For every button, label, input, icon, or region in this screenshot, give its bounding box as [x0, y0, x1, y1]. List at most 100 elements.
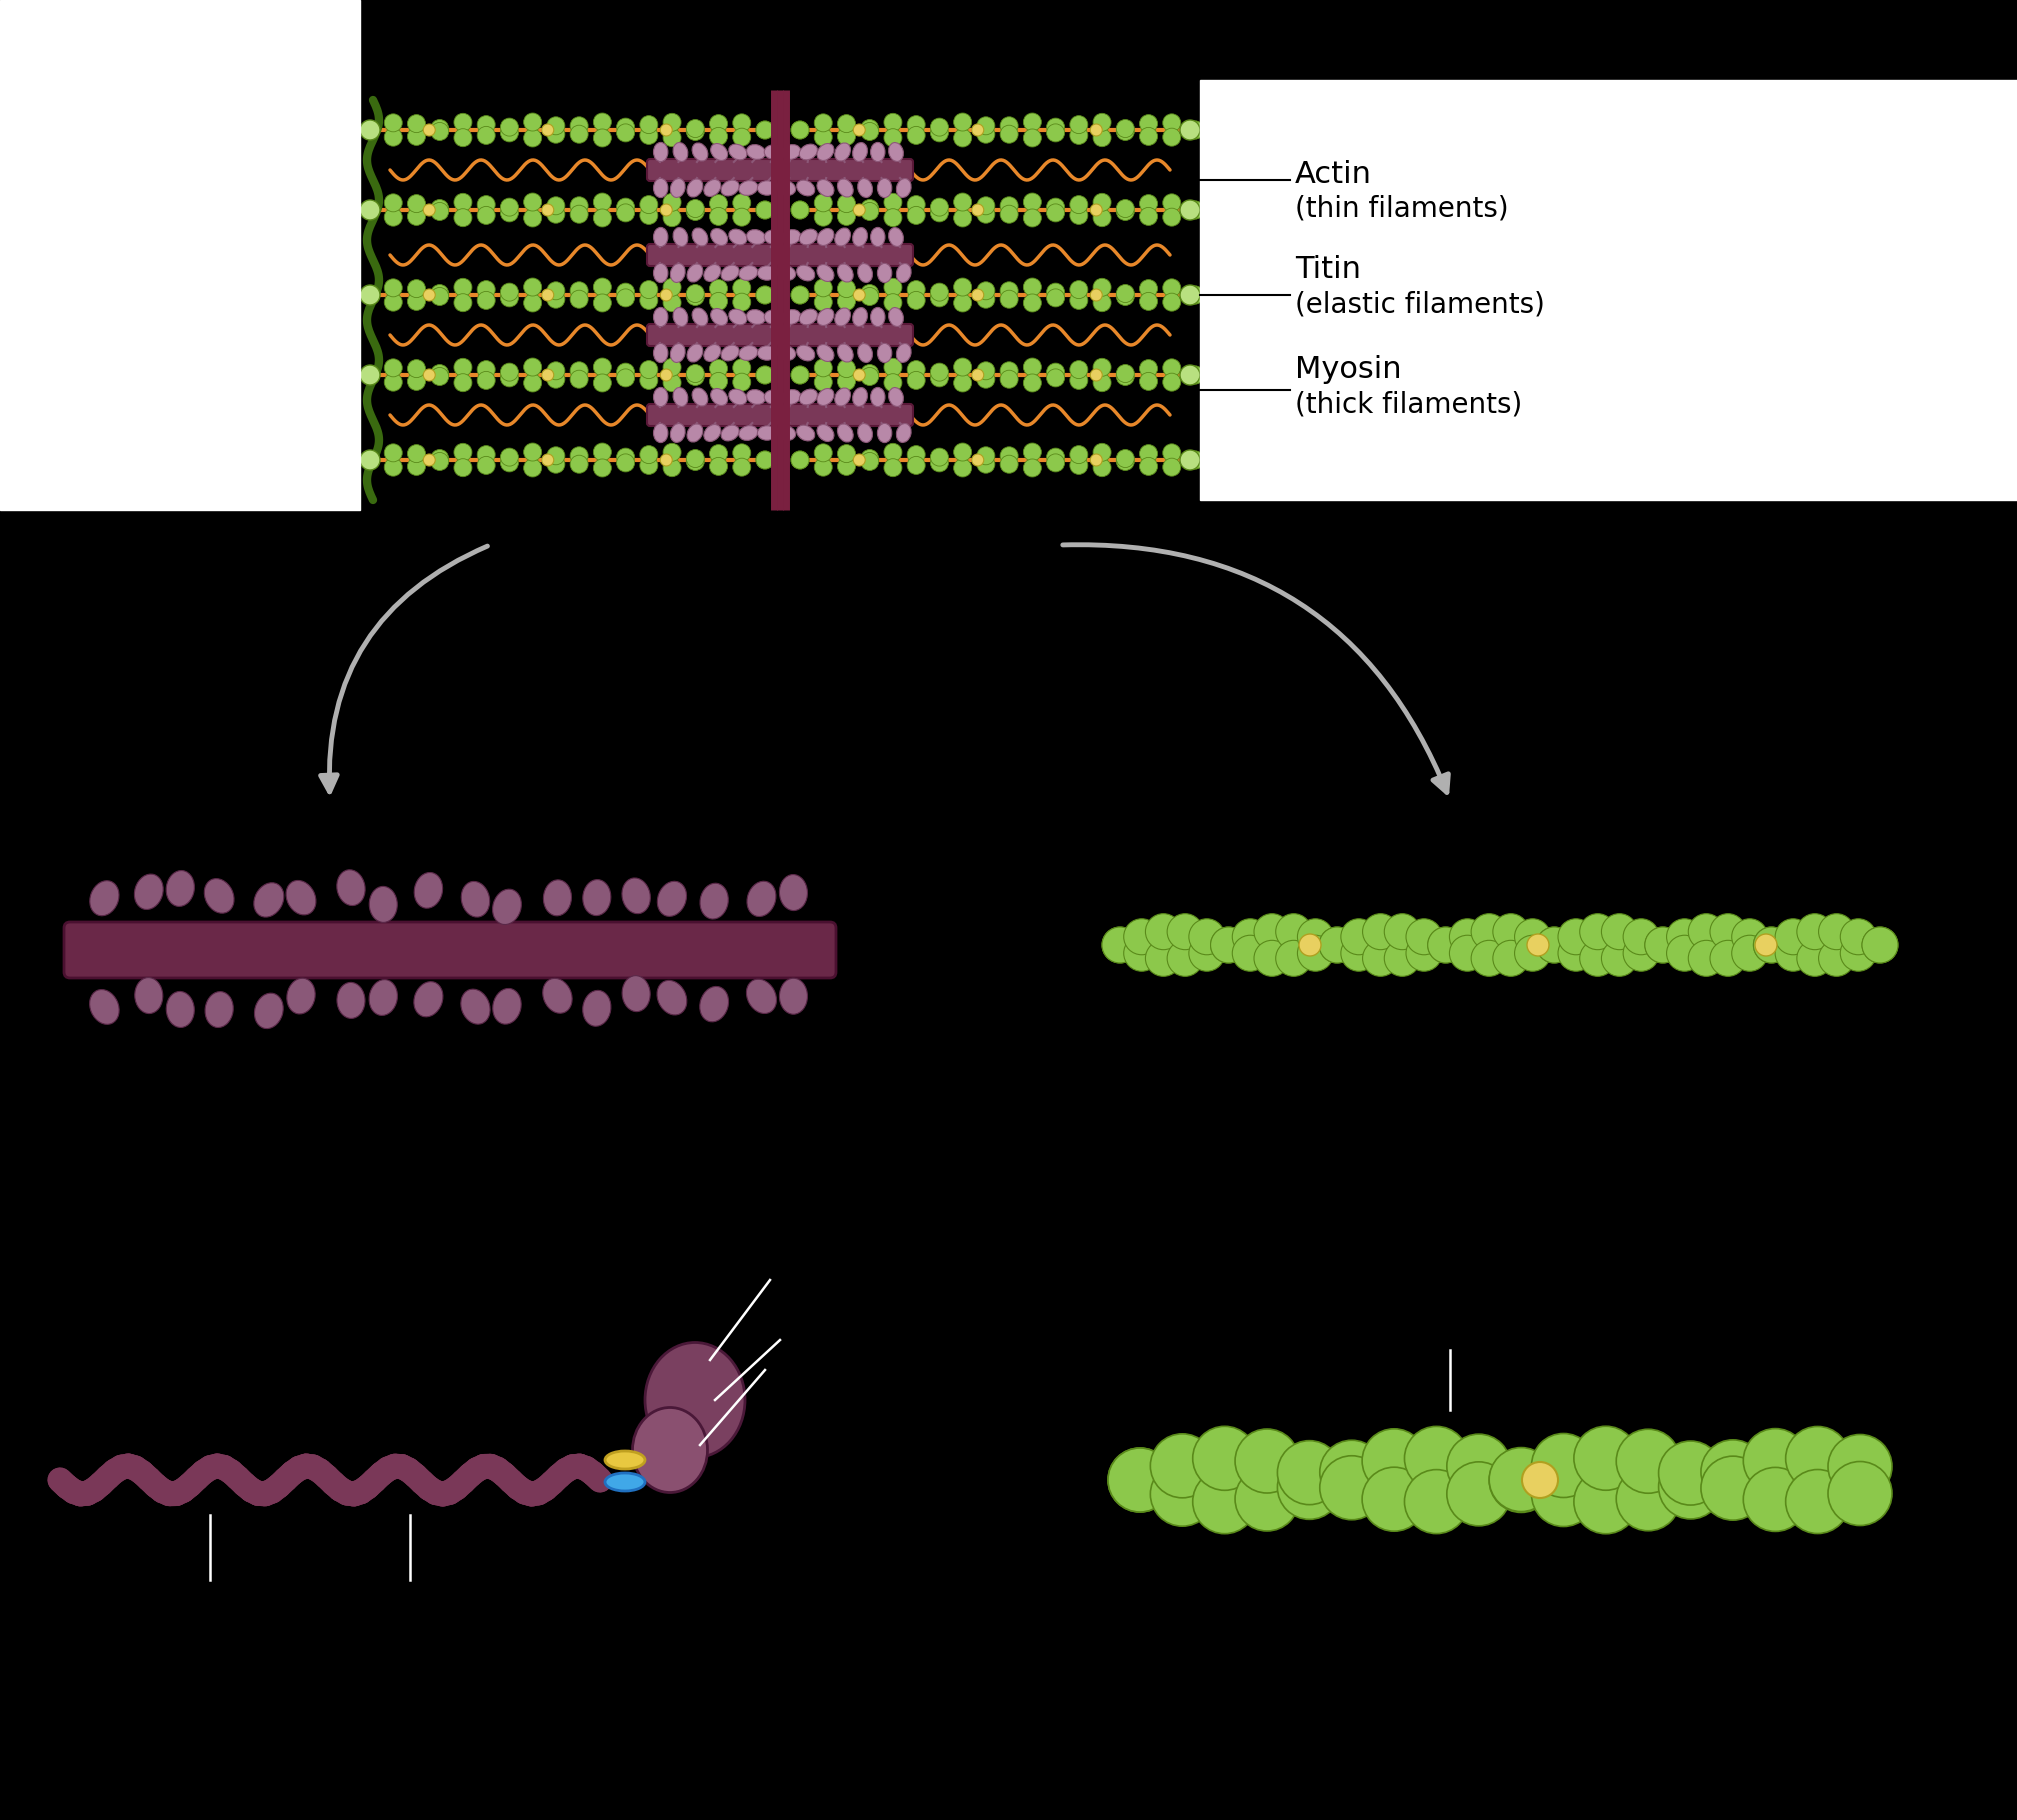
Circle shape: [1140, 373, 1158, 389]
Circle shape: [1515, 919, 1551, 956]
Circle shape: [861, 453, 879, 470]
Circle shape: [1297, 919, 1333, 956]
Circle shape: [1255, 941, 1291, 976]
Circle shape: [407, 127, 426, 146]
Circle shape: [500, 448, 518, 466]
Circle shape: [593, 459, 611, 477]
Circle shape: [1023, 129, 1041, 147]
Ellipse shape: [658, 981, 686, 1016]
Circle shape: [686, 364, 704, 382]
Circle shape: [972, 453, 984, 466]
Circle shape: [543, 289, 555, 300]
Circle shape: [1000, 369, 1019, 388]
Circle shape: [756, 200, 775, 218]
Ellipse shape: [738, 180, 758, 195]
Circle shape: [1188, 919, 1224, 956]
Circle shape: [908, 280, 926, 298]
Circle shape: [815, 207, 833, 226]
Ellipse shape: [797, 266, 815, 280]
Circle shape: [1489, 1447, 1553, 1512]
Circle shape: [1115, 288, 1134, 306]
Ellipse shape: [369, 979, 397, 1016]
Ellipse shape: [710, 388, 728, 406]
Ellipse shape: [889, 308, 904, 326]
Circle shape: [454, 444, 472, 460]
Circle shape: [361, 200, 379, 218]
Circle shape: [432, 284, 448, 302]
Circle shape: [1162, 207, 1180, 226]
Circle shape: [500, 364, 518, 380]
Circle shape: [815, 195, 833, 211]
Ellipse shape: [670, 344, 686, 362]
Circle shape: [1210, 926, 1247, 963]
Circle shape: [543, 369, 555, 380]
Circle shape: [883, 278, 902, 297]
Ellipse shape: [746, 229, 766, 244]
Circle shape: [1404, 1469, 1468, 1534]
Circle shape: [1000, 455, 1019, 473]
Circle shape: [1101, 926, 1138, 963]
Ellipse shape: [135, 874, 163, 910]
Ellipse shape: [658, 881, 686, 915]
Circle shape: [500, 289, 518, 308]
Circle shape: [976, 197, 994, 215]
Circle shape: [547, 369, 565, 388]
Circle shape: [1775, 919, 1811, 956]
Ellipse shape: [877, 424, 892, 442]
Circle shape: [756, 286, 775, 304]
Circle shape: [930, 118, 948, 136]
Circle shape: [686, 122, 704, 140]
Circle shape: [756, 451, 775, 470]
Circle shape: [593, 193, 611, 211]
Circle shape: [547, 289, 565, 308]
Circle shape: [361, 120, 379, 138]
Circle shape: [930, 198, 948, 217]
Circle shape: [383, 293, 401, 311]
Ellipse shape: [165, 992, 194, 1028]
FancyBboxPatch shape: [647, 158, 914, 180]
Circle shape: [407, 373, 426, 389]
Circle shape: [1091, 453, 1101, 466]
Circle shape: [1069, 206, 1087, 224]
Circle shape: [1023, 359, 1041, 377]
Ellipse shape: [817, 424, 833, 442]
Circle shape: [1186, 286, 1204, 304]
Circle shape: [1069, 126, 1087, 144]
Circle shape: [1319, 1440, 1384, 1505]
FancyBboxPatch shape: [647, 244, 914, 266]
Circle shape: [791, 120, 809, 138]
Circle shape: [1644, 926, 1680, 963]
Circle shape: [478, 206, 496, 224]
Text: Titin: Titin: [1295, 255, 1361, 284]
Ellipse shape: [369, 886, 397, 923]
Circle shape: [593, 129, 611, 147]
Circle shape: [954, 129, 972, 147]
Circle shape: [1093, 278, 1111, 297]
Circle shape: [1123, 919, 1160, 956]
Circle shape: [1743, 1429, 1807, 1492]
Ellipse shape: [764, 229, 783, 244]
Circle shape: [1797, 941, 1833, 976]
Circle shape: [686, 202, 704, 220]
Circle shape: [547, 126, 565, 144]
Circle shape: [1192, 1471, 1257, 1534]
Circle shape: [617, 289, 635, 308]
Ellipse shape: [543, 979, 573, 1014]
Circle shape: [1531, 1463, 1595, 1527]
Circle shape: [1023, 193, 1041, 211]
Circle shape: [791, 200, 809, 218]
Ellipse shape: [704, 264, 720, 282]
Circle shape: [383, 195, 401, 211]
Circle shape: [1047, 198, 1065, 217]
Circle shape: [1733, 919, 1767, 956]
Ellipse shape: [889, 142, 904, 162]
Ellipse shape: [692, 228, 708, 246]
Circle shape: [908, 206, 926, 224]
Ellipse shape: [286, 977, 315, 1014]
Circle shape: [837, 195, 855, 213]
Circle shape: [1023, 442, 1041, 460]
Circle shape: [524, 459, 543, 477]
Ellipse shape: [688, 344, 702, 362]
Circle shape: [1733, 935, 1767, 972]
Circle shape: [1093, 209, 1111, 228]
